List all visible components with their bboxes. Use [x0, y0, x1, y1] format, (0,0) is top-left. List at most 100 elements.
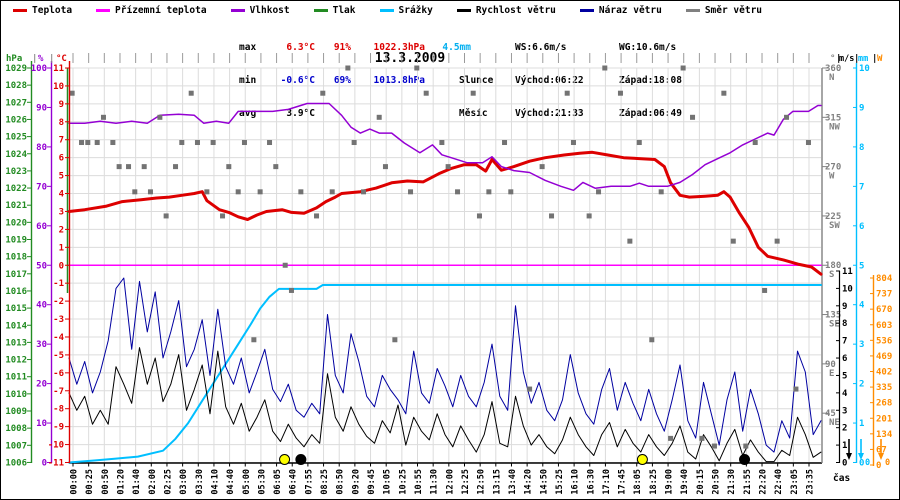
- axis-tick-label: SW: [829, 221, 840, 231]
- axis-tick-label: 23:35: [806, 469, 816, 495]
- axis-tick-label: N: [829, 73, 834, 83]
- axis-tick-label: 360: [825, 64, 841, 74]
- wind-direction-marker: [110, 140, 116, 146]
- axis-tick-label: NW: [829, 122, 840, 132]
- axis-tick-label: 12:50: [477, 469, 487, 495]
- legend-label: Srážky: [398, 5, 433, 16]
- wind-direction-marker: [298, 189, 304, 195]
- axis-tick-label: 1025: [5, 133, 27, 143]
- axis-tick-label: 1023: [5, 167, 27, 177]
- axis-tick-label: 11: [53, 64, 64, 74]
- wind-direction-marker: [774, 238, 780, 244]
- axis-tick-label: 09:45: [367, 469, 377, 495]
- axis-tick-label: 10: [36, 419, 47, 429]
- wind-direction-marker: [94, 140, 100, 146]
- axis-tick-label: -1: [53, 279, 64, 289]
- axis-tick-label: 2: [842, 424, 847, 434]
- axis-tick-label: 5: [59, 172, 64, 182]
- axis-tick-label: 10: [859, 64, 870, 74]
- axis-tick-label: 0: [876, 461, 881, 471]
- axis-tick-label: 2: [859, 380, 864, 390]
- wind-direction-marker: [132, 189, 138, 195]
- axis-tick-label: 90: [36, 103, 47, 113]
- axis-tick-label: 30: [36, 340, 47, 350]
- legend-label: Směr větru: [704, 5, 763, 16]
- axis-tick-label: 4: [859, 301, 865, 311]
- stat-min-label: min: [239, 75, 257, 86]
- axis-tick-label: 2: [59, 225, 64, 235]
- axis-tick-label: -6: [53, 369, 64, 379]
- stat-sunrise: Východ:06:22: [515, 75, 584, 86]
- axis-tick-label: -3: [53, 315, 64, 325]
- axis-tick-label: |: [32, 54, 37, 64]
- stat-moonset: Západ:06:49: [619, 108, 682, 119]
- axis-tick-label: 402: [876, 368, 892, 378]
- wind-direction-marker: [188, 90, 194, 96]
- wind-direction-marker: [658, 189, 664, 195]
- wind-direction-marker: [649, 337, 655, 343]
- axis-tick-label: 9: [842, 302, 847, 312]
- axis-tick-label: 09:20: [351, 469, 361, 495]
- wind-direction-marker: [564, 90, 570, 96]
- axis-tick-label: 40: [36, 301, 47, 311]
- wind-direction-marker: [100, 114, 106, 120]
- axis-tick-label: 16:10: [571, 469, 581, 495]
- axis-tick-label: -2: [53, 297, 64, 307]
- axis-tick-label: 536: [876, 336, 892, 346]
- stat-sun-label: Slunce: [459, 75, 494, 86]
- axis-tick-label: 20:50: [712, 469, 722, 495]
- axis-tick-label: 02:00: [148, 469, 158, 495]
- axis-tick-label: 18:25: [649, 469, 659, 495]
- axis-tick-label: 1020: [5, 218, 27, 228]
- legend-swatch-icon: [13, 9, 27, 12]
- axis-tick-label: %: [38, 54, 44, 64]
- wind-direction-marker: [361, 189, 367, 195]
- axis-tick-label: 50: [36, 261, 47, 271]
- axis-tick-label: 45: [825, 409, 836, 419]
- axis-tick-label: 1018: [5, 253, 27, 263]
- axis-tick-label: W: [829, 172, 835, 182]
- legend-swatch-icon: [685, 9, 700, 12]
- axis-tick-label: 3: [842, 406, 847, 416]
- axis-tick-label: 0: [59, 261, 64, 271]
- axis-tick-label: 1024: [5, 150, 27, 160]
- axis-tick-label: 1021: [5, 201, 27, 211]
- axis-tick-label: 70: [36, 182, 47, 192]
- axis-tick-label: 04:10: [210, 469, 220, 495]
- wind-direction-marker: [784, 114, 790, 120]
- wind-direction-marker: [116, 164, 122, 170]
- wind-direction-marker: [147, 189, 153, 195]
- wind-direction-marker: [539, 164, 545, 170]
- axis-tick-label: 1: [59, 243, 64, 253]
- axis-tick-label: 0: [42, 459, 47, 469]
- axis-tick-label: -5: [53, 351, 64, 361]
- moon-marker-icon: [295, 454, 307, 465]
- axis-tick-label: 08:50: [336, 469, 346, 495]
- axis-tick-label: 17:10: [602, 469, 612, 495]
- wind-direction-marker: [721, 90, 727, 96]
- axis-tick-label: 10:05: [383, 469, 393, 495]
- axis-tick-label: |: [49, 54, 54, 64]
- axis-tick-label: 60: [36, 222, 47, 232]
- axis-tick-label: -7: [53, 387, 64, 397]
- wind-direction-marker: [179, 140, 185, 146]
- axis-tick-label: 22:40: [774, 469, 784, 495]
- wind-direction-marker: [273, 164, 279, 170]
- axis-tick-label: 1015: [5, 304, 27, 314]
- axis-tick-label: |: [836, 54, 841, 64]
- stat-sunset: Západ:18:08: [619, 75, 682, 86]
- legend-label: Teplota: [32, 5, 73, 16]
- axis-tick-label: 225: [825, 212, 841, 222]
- axis-tick-label: 05:30: [257, 469, 267, 495]
- axis-tick-label: -10: [48, 441, 64, 451]
- legend-swatch-icon: [313, 9, 328, 12]
- stat-min-pressure: 1013.8hPa: [373, 75, 425, 86]
- axis-tick-label: SE: [829, 320, 840, 330]
- axis-tick-label: W: [877, 54, 883, 64]
- axis-tick-label: 7: [842, 337, 847, 347]
- axis-tick-label: 11:30: [430, 469, 440, 495]
- axis-tick-label: 6: [859, 222, 864, 232]
- legend-item-0: Teplota: [13, 5, 72, 16]
- axis-tick-label: 16:30: [586, 469, 596, 495]
- wind-direction-marker: [241, 140, 247, 146]
